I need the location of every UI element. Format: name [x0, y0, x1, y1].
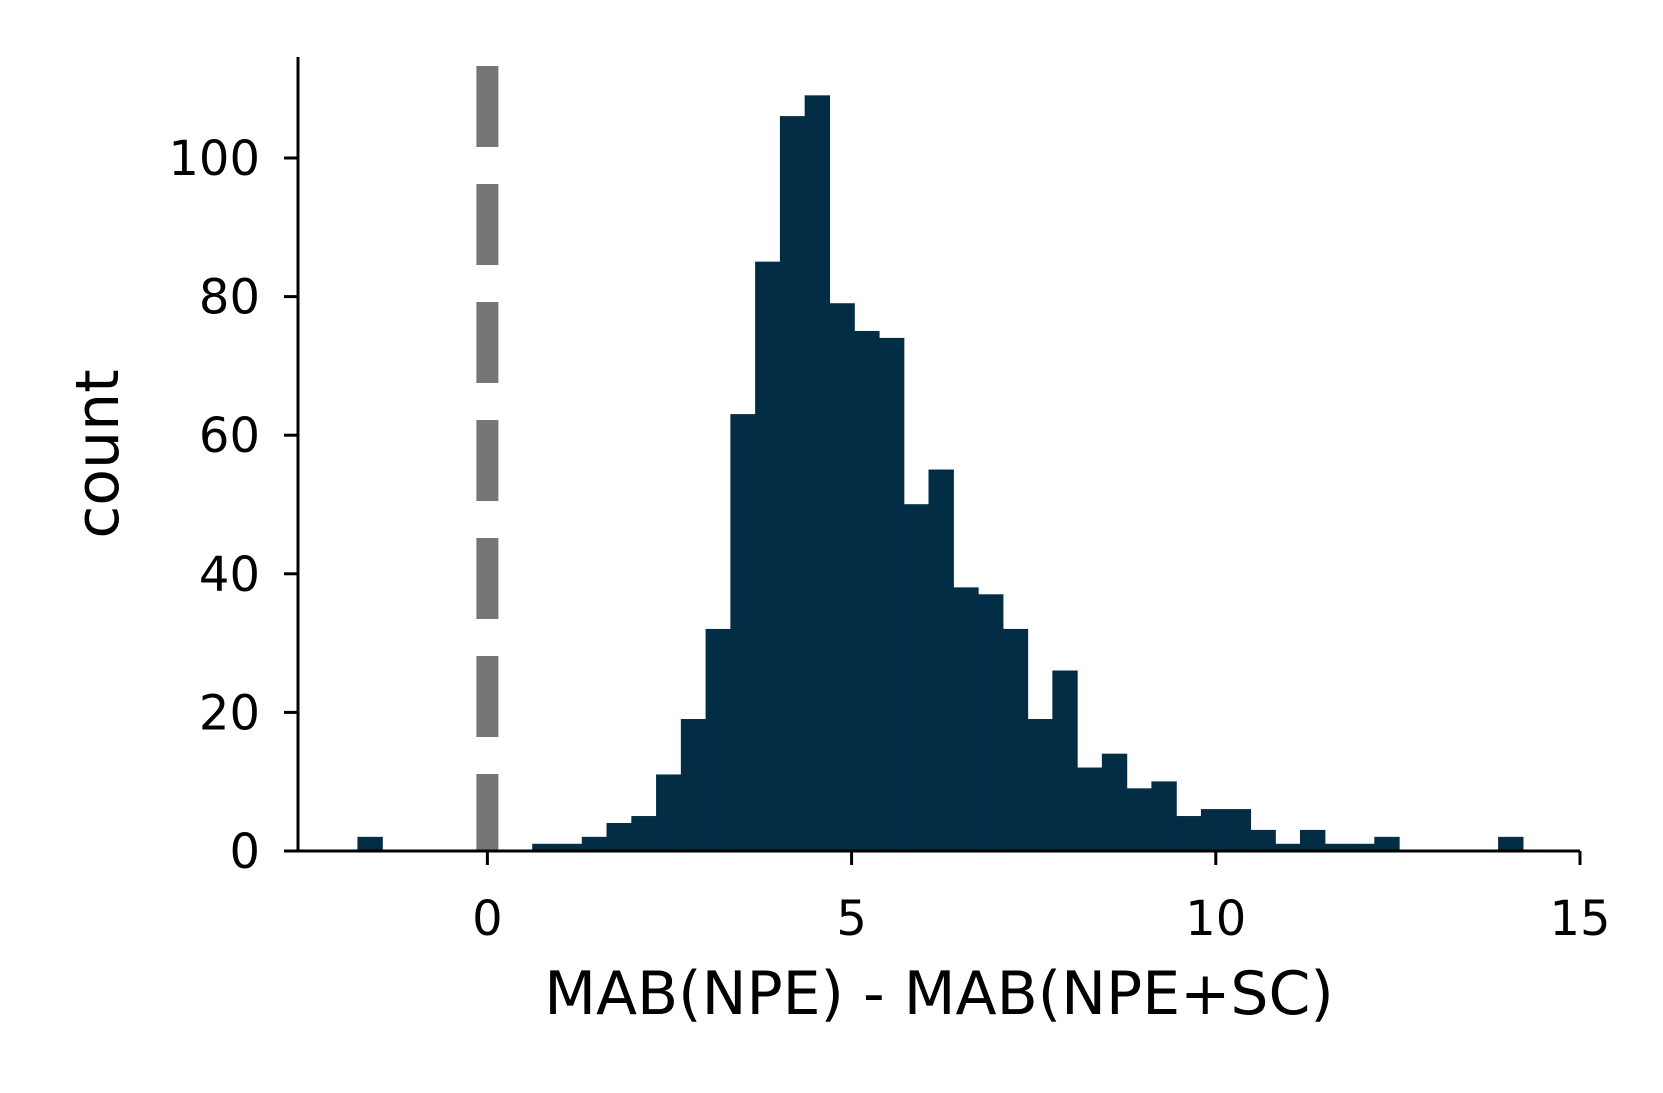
histogram-bar-27: [1176, 816, 1202, 852]
histogram-bar-22: [1052, 670, 1078, 852]
x-tick-label: 0: [472, 891, 503, 947]
histogram-bar-5: [631, 816, 657, 852]
histogram-bar-19: [978, 594, 1004, 852]
histogram-bar-12: [804, 95, 831, 852]
x-tick-label: 10: [1185, 891, 1246, 947]
y-tick-label: 80: [199, 270, 260, 326]
histogram-bar-16: [903, 504, 930, 852]
x-ticks: 0 5 10 15: [472, 851, 1611, 947]
histogram-bar-3: [581, 836, 608, 852]
histogram-bar-6: [656, 774, 682, 852]
histogram-bar-11: [779, 116, 806, 852]
histogram-bar-30: [1250, 829, 1276, 852]
y-tick-label: 0: [229, 824, 260, 880]
histogram-bar-25: [1126, 788, 1153, 852]
x-tick-label: 5: [836, 891, 867, 947]
histogram-bar-13: [829, 303, 855, 852]
histogram-bar-32: [1299, 829, 1326, 852]
histogram-bar-10: [755, 261, 781, 852]
histogram-bar-21: [1027, 719, 1053, 852]
histogram-bar-35: [1374, 836, 1400, 852]
histogram-bar-4: [606, 822, 632, 852]
histogram-bar-14: [854, 330, 880, 852]
histogram-bar-23: [1077, 767, 1103, 852]
histogram-bar-26: [1151, 781, 1177, 852]
y-tick-label: 40: [199, 547, 260, 603]
histogram-bar-20: [1002, 628, 1029, 852]
histogram-bar-24: [1101, 753, 1128, 852]
histogram-bar-0: [357, 836, 383, 852]
bars-layer: [357, 95, 1524, 852]
histogram-bar-8: [705, 628, 731, 852]
y-tick-label: 20: [199, 685, 260, 741]
y-tick-label: 60: [199, 408, 260, 464]
y-tick-label: 100: [168, 131, 260, 187]
axes-layer: [296, 57, 1580, 853]
histogram-bar-29: [1225, 809, 1252, 852]
histogram-bar-7: [680, 719, 707, 852]
x-tick-label: 15: [1549, 891, 1610, 947]
x-axis-label: MAB(NPE) - MAB(NPE+SC): [544, 959, 1334, 1029]
histogram-bar-28: [1200, 809, 1227, 852]
histogram-bar-17: [928, 469, 954, 852]
y-axis-label: count: [63, 369, 133, 538]
histogram-bar-15: [878, 337, 905, 852]
histogram-bar-36: [1498, 836, 1524, 852]
histogram-bar-18: [953, 587, 979, 852]
histogram-bar-9: [730, 414, 756, 852]
y-ticks: 0 20 40 60 80 100: [168, 131, 298, 880]
